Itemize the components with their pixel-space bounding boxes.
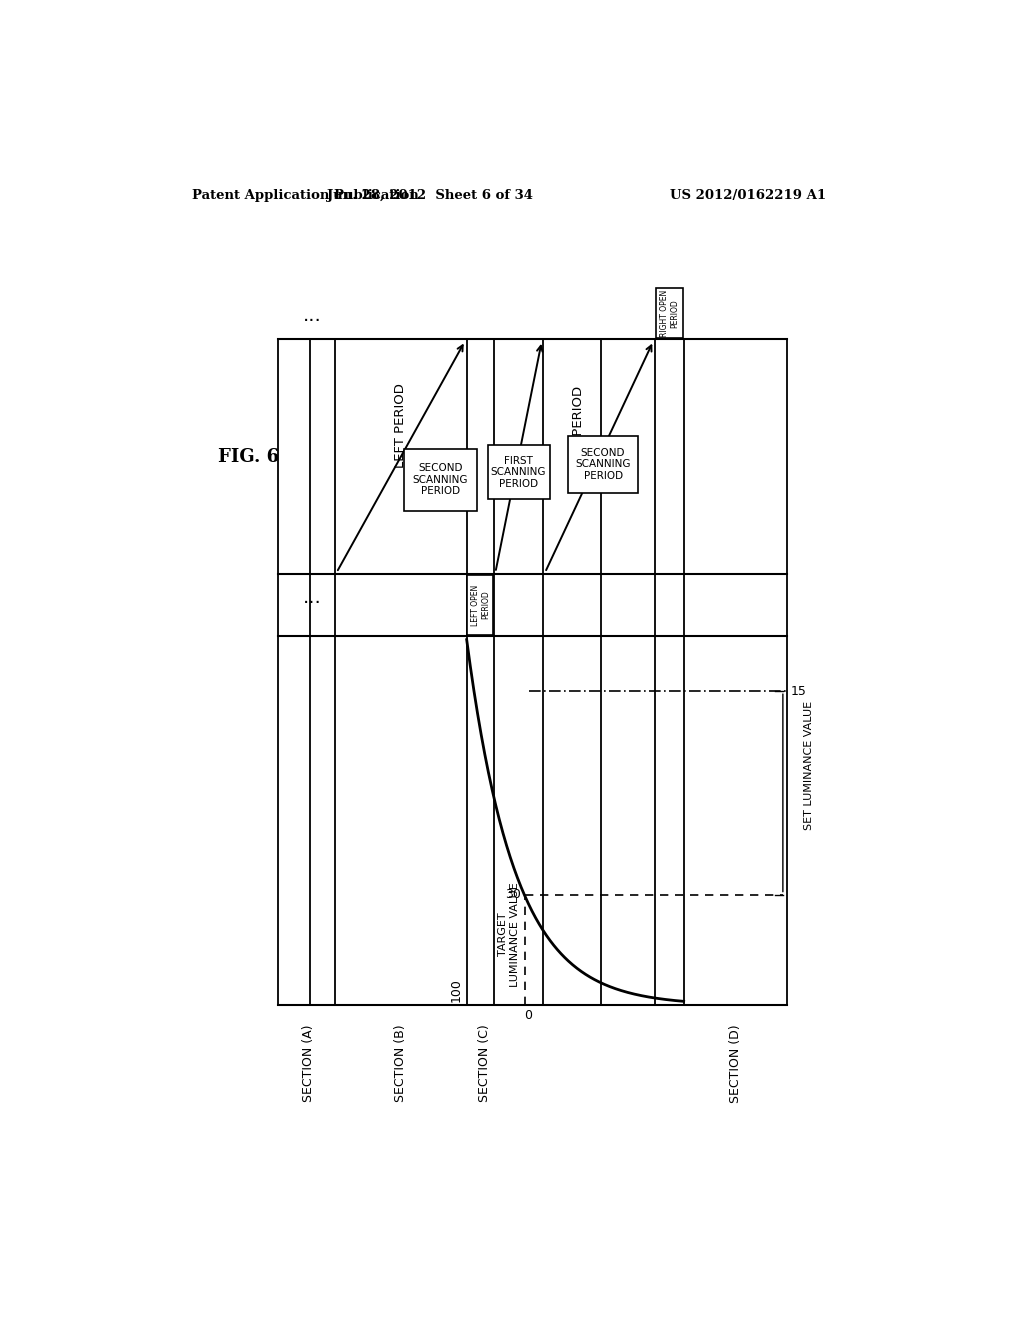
Text: SECOND
SCANNING
PERIOD: SECOND SCANNING PERIOD <box>575 447 631 480</box>
Text: US 2012/0162219 A1: US 2012/0162219 A1 <box>671 189 826 202</box>
Text: 0: 0 <box>524 1010 532 1022</box>
Bar <box>487 445 550 499</box>
Text: SECTION (A): SECTION (A) <box>302 1024 315 1102</box>
Text: SET LUMINANCE VALUE: SET LUMINANCE VALUE <box>804 701 814 830</box>
Text: 100: 100 <box>450 978 463 1002</box>
Text: SECTION (D): SECTION (D) <box>729 1024 741 1104</box>
Text: ...: ... <box>303 306 322 326</box>
Text: FIRST
SCANNING
PERIOD: FIRST SCANNING PERIOD <box>490 455 547 488</box>
Text: RIGHT OPEN
PERIOD: RIGHT OPEN PERIOD <box>659 289 679 337</box>
Bar <box>568 436 638 494</box>
Text: Jun. 28, 2012  Sheet 6 of 34: Jun. 28, 2012 Sheet 6 of 34 <box>328 189 534 202</box>
Bar <box>467 576 493 635</box>
Bar <box>655 288 683 338</box>
Text: ...: ... <box>303 589 322 607</box>
Text: FIG. 6: FIG. 6 <box>217 447 279 466</box>
Text: LEFT PERIOD: LEFT PERIOD <box>394 384 408 469</box>
Text: 30: 30 <box>505 888 521 902</box>
Text: SECTION (B): SECTION (B) <box>394 1024 408 1102</box>
Bar <box>403 449 477 511</box>
Text: LEFT OPEN
PERIOD: LEFT OPEN PERIOD <box>471 585 489 626</box>
Text: RIGHT PERIOD: RIGHT PERIOD <box>571 387 585 482</box>
Text: 15: 15 <box>791 685 807 698</box>
Text: SECTION (C): SECTION (C) <box>477 1024 490 1102</box>
Text: TARGET
LUMINANCE VALUE: TARGET LUMINANCE VALUE <box>499 882 520 987</box>
Text: SECOND
SCANNING
PERIOD: SECOND SCANNING PERIOD <box>413 463 468 496</box>
Text: Patent Application Publication: Patent Application Publication <box>191 189 418 202</box>
